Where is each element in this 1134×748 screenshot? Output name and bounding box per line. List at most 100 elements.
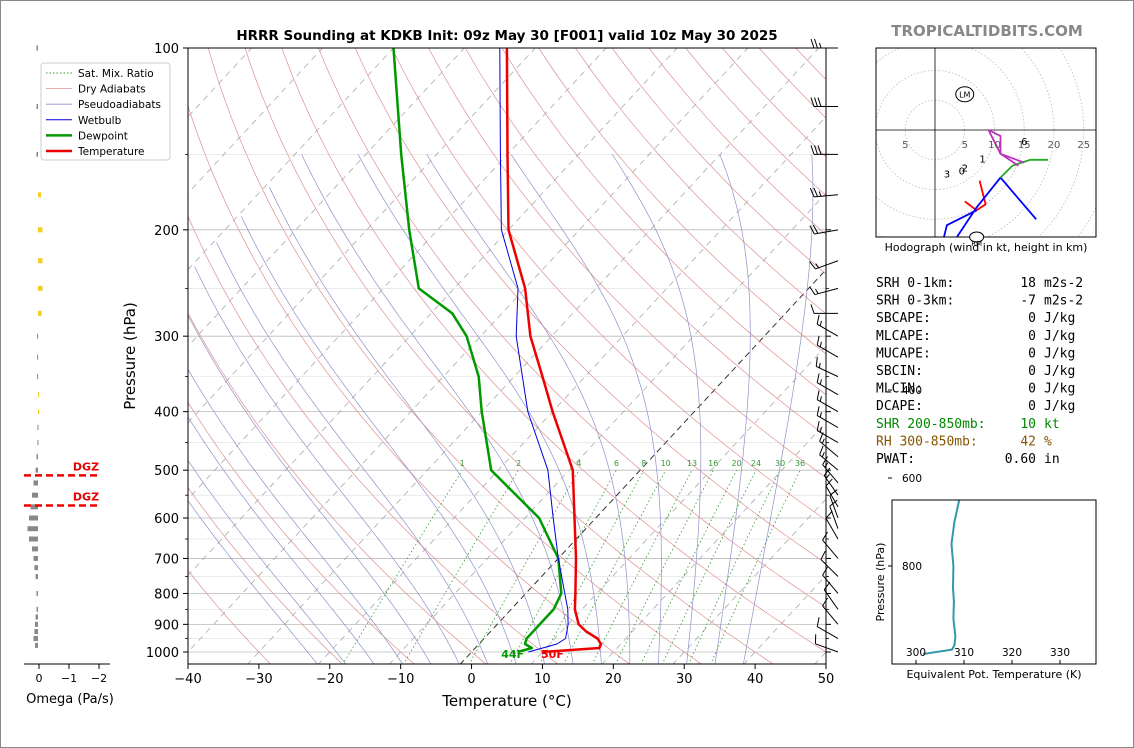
wind-barb-staff (814, 287, 839, 296)
omega-bar (36, 45, 38, 51)
omega-bar (33, 480, 38, 486)
theta-e-panel: 300 310 320 330 400 600 800 Equivalent Pot. Te… (874, 385, 1097, 681)
wind-barb-flag (825, 510, 833, 519)
wind-barb-flag (814, 38, 818, 49)
wind-barb (809, 260, 839, 270)
mixing-ratio-label: 13 (687, 459, 697, 468)
wind-barb-flag (813, 187, 819, 197)
wind-barb-staff (816, 323, 839, 337)
omega-bar (27, 526, 38, 532)
wind-barb-flag (822, 597, 828, 607)
isotherm-line (530, 345, 826, 664)
wind-barb-flag (822, 456, 828, 465)
omega-bar (38, 192, 41, 198)
wind-barb-flag (829, 489, 838, 496)
x-tick-label: 10 (534, 672, 551, 687)
mixing-ratio-line (688, 470, 781, 664)
omega-bar (36, 590, 38, 596)
omega-x-tick-label: −1 (61, 672, 77, 685)
omega-bar (35, 467, 38, 473)
wind-barb-flag (817, 97, 822, 107)
index-label: SBCAPE: (876, 311, 931, 326)
pseudoadiabat-line (216, 242, 489, 664)
isotherm-line (743, 574, 826, 664)
theta-e-x-tick-label: 300 (906, 647, 926, 659)
x-tick-label: 20 (605, 672, 622, 687)
dry-adiabat-line (188, 104, 631, 664)
mixing-ratio-label: 10 (661, 459, 671, 468)
mixing-ratio-line (591, 470, 693, 664)
wind-barb (816, 335, 839, 358)
omega-bar (30, 504, 38, 510)
brand-watermark: TROPICALTIDBITS.COM (891, 22, 1083, 40)
theta-e-x-tick-label: 320 (1002, 647, 1022, 659)
wind-barb-half (821, 452, 825, 458)
omega-bar (37, 374, 39, 380)
omega-bar (38, 392, 39, 398)
index-unit: J/kg (1044, 382, 1075, 397)
wind-barb (822, 456, 839, 484)
indices-table: SRH 0-1km: 18 m2s-2 SRH 0-3km: -7 m2s-2 SBCAPE… (876, 276, 1083, 467)
omega-bar (37, 333, 39, 339)
skewt-series (392, 48, 603, 654)
legend-label: Sat. Mix. Ratio (78, 68, 154, 80)
legend-label: Temperature (77, 146, 145, 158)
dry-adiabat-line (188, 569, 271, 664)
wind-barb-staff (825, 485, 839, 508)
skewt-background-lines (188, 48, 826, 664)
isotherm-line (188, 48, 536, 424)
omega-panel: DGZ DGZ 0 −1 −2 Omega (Pa/s) (24, 45, 114, 707)
dgz-label: DGZ (73, 460, 99, 473)
wind-barb (823, 467, 839, 496)
x-tick-label: 50 (818, 672, 835, 687)
theta-e-frame (891, 499, 1097, 665)
hodograph-panel: 5 5 10 15 20 25 LM RM 0 12 3 6 Hodograph (wind in k… (875, 47, 1097, 254)
theta-e-y-tick-label: 600 (902, 473, 922, 485)
x-tick-label: −20 (316, 672, 343, 687)
wind-barb-staff (815, 643, 839, 653)
index-unit: in (1044, 452, 1060, 467)
wind-barb-flag (810, 304, 815, 314)
omega-bar (35, 614, 38, 620)
legend-label: Pseudoadiabats (78, 99, 161, 111)
wind-barb-flag (809, 286, 816, 295)
isotherm-line (188, 48, 607, 500)
x-tick-label: 40 (747, 672, 764, 687)
dry-adiabat-line (188, 401, 415, 664)
omega-bar (36, 104, 38, 110)
wind-barb-flag (816, 314, 820, 325)
wind-barb-staff (822, 605, 839, 625)
mixing-ratio-line (403, 469, 519, 664)
hodograph-height-label: 0 (959, 167, 965, 178)
wind-barb-flag (816, 421, 820, 431)
wind-barb-staff (823, 589, 839, 610)
isotherm-line (188, 48, 678, 577)
pseudoadiabat-line (510, 154, 662, 664)
hodograph-segment (999, 158, 1048, 179)
dry-adiabat-line (538, 48, 826, 355)
wind-barb-flag (814, 145, 818, 155)
theta-e-y-tick-label: 400 (902, 385, 922, 397)
wind-barb-half (818, 362, 821, 369)
hodograph-segment (964, 180, 987, 212)
wind-barb-flag (823, 467, 831, 476)
dry-adiabat-line (318, 48, 826, 608)
pseudoadiabat-line (743, 154, 814, 664)
index-unit: m2s-2 (1044, 276, 1083, 291)
skewt-axes-frame (187, 47, 827, 665)
wind-barb-flag (812, 224, 819, 234)
wind-barb (829, 499, 839, 529)
skewt-legend: Sat. Mix. Ratio Dry Adiabats Pseudoadiabat… (40, 62, 171, 161)
wind-barb (816, 373, 839, 396)
omega-bar (37, 425, 39, 431)
wind-barbs-column (809, 38, 839, 653)
wind-barb-staff (816, 366, 839, 378)
wind-barb-half (819, 396, 822, 402)
hodograph-segment (987, 129, 1025, 167)
dry-adiabat-line (188, 487, 343, 664)
wind-barb (810, 97, 838, 108)
hodograph-height-label: 2 (962, 164, 968, 175)
isotherm-line (459, 268, 826, 664)
omega-bar (37, 354, 39, 360)
